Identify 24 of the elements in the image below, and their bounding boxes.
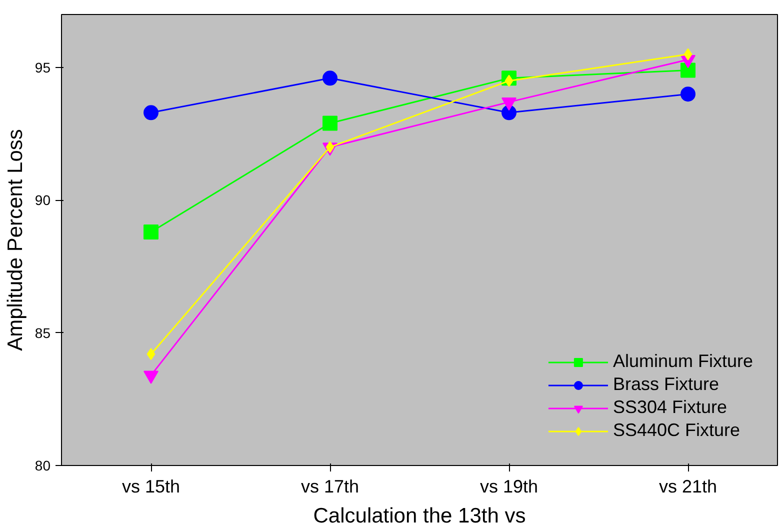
point — [326, 141, 334, 154]
legend-label: SS304 Fixture — [612, 397, 728, 418]
x-tick-label: vs 21th — [658, 476, 718, 496]
point — [322, 70, 338, 86]
point — [322, 116, 338, 131]
legend-label: Aluminum Fixture — [612, 351, 753, 372]
point — [144, 105, 158, 120]
y-tick-label: 80 — [34, 458, 51, 474]
y-tick-label: 85 — [34, 324, 51, 341]
point — [680, 86, 696, 102]
legend-label: SS440C Fixture — [612, 420, 740, 441]
x-tick-label: vs 15th — [122, 476, 180, 496]
legend-label: Brass Fixture — [612, 374, 719, 395]
point — [504, 74, 514, 87]
point — [680, 62, 696, 78]
y-axis-title: Amplitude Percent Loss — [4, 129, 27, 351]
x-tick-label: vs 17th — [300, 476, 360, 496]
x-tick-label: vs 19th — [480, 476, 538, 496]
point — [684, 48, 692, 60]
point — [144, 224, 158, 240]
point — [146, 348, 156, 360]
y-tick-label: 90 — [34, 192, 51, 208]
y-tick-label: 95 — [34, 60, 51, 76]
x-axis-title: Calculation the 13th vs — [313, 504, 526, 528]
